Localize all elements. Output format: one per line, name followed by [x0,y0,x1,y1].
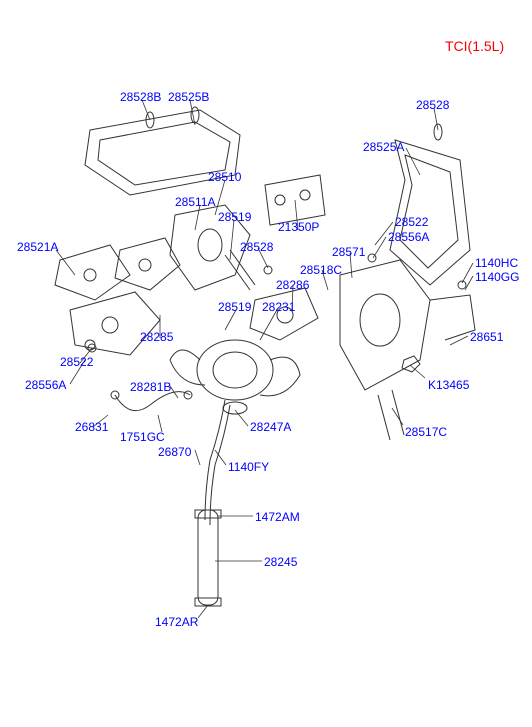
part-label-28556A-r: 28556A [388,230,429,244]
part-label-28528-top: 28528 [416,98,449,112]
part-label-21350P: 21350P [278,220,319,234]
part-label-28519-b: 28519 [218,300,251,314]
part-label-28245: 28245 [264,555,297,569]
part-label-28247A: 28247A [250,420,291,434]
part-label-28528B: 28528B [120,90,161,104]
part-label-28571: 28571 [332,245,365,259]
part-label-28525A: 28525A [363,140,404,154]
part-label-1472AM: 1472AM [255,510,300,524]
part-label-1140HC: 1140HC [475,256,518,270]
part-label-28517C: 28517C [405,425,447,439]
part-label-28528-mid: 28528 [240,240,273,254]
part-label-28518C: 28518C [300,263,342,277]
part-label-28651: 28651 [470,330,503,344]
part-label-1472AR: 1472AR [155,615,198,629]
part-label-1140FY: 1140FY [228,460,269,474]
diagram-title: TCI(1.5L) [445,38,504,54]
part-label-28510: 28510 [208,170,241,184]
part-label-26831: 26831 [75,420,108,434]
part-label-28286: 28286 [276,278,309,292]
part-label-26870: 26870 [158,445,191,459]
part-label-28231: 28231 [262,300,295,314]
part-label-28281B: 28281B [130,380,171,394]
part-label-28522-l: 28522 [60,355,93,369]
part-label-28511A: 28511A [175,195,215,209]
part-label-28519-a: 28519 [218,210,251,224]
part-label-K13465: K13465 [428,378,469,392]
part-label-28285: 28285 [140,330,173,344]
part-label-28521A: 28521A [17,240,58,254]
part-label-28525B: 28525B [168,90,209,104]
part-label-28556A-l: 28556A [25,378,66,392]
part-label-28522-r: 28522 [395,215,428,229]
part-label-1751GC: 1751GC [120,430,165,444]
part-label-1140GG: 1140GG [475,270,519,284]
